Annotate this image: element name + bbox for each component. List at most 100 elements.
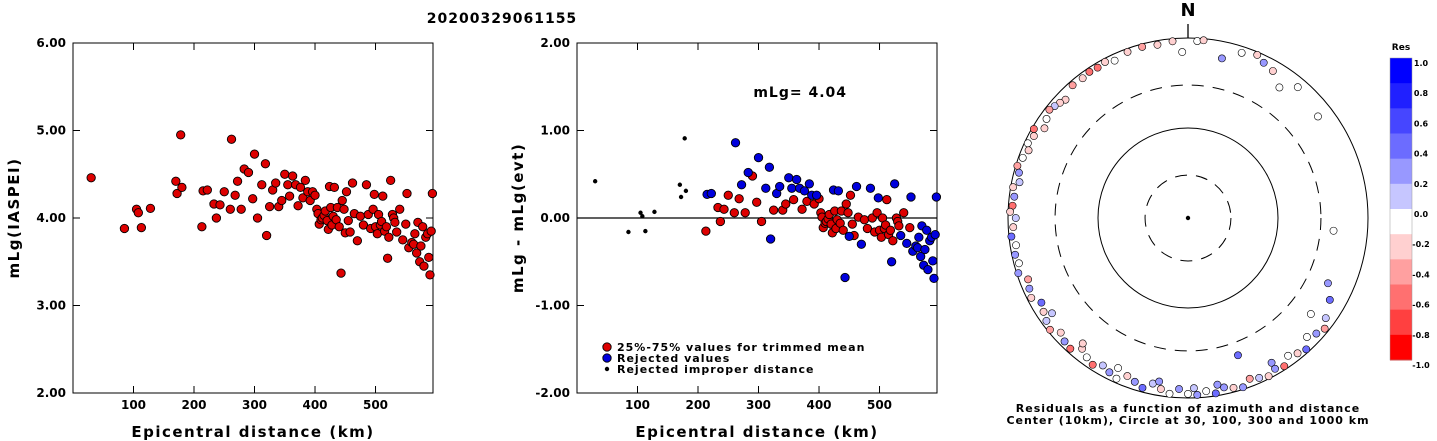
residual-point: [1010, 192, 1019, 201]
x-tick-label: 400: [806, 398, 831, 412]
data-point: [264, 201, 275, 212]
data-point: [752, 197, 762, 207]
data-point: [740, 208, 750, 218]
data-point: [847, 219, 857, 229]
residual-point: [1237, 48, 1246, 57]
data-point: [931, 192, 942, 202]
residual-point: [1025, 284, 1034, 293]
residual-point: [1199, 36, 1208, 45]
residual-point: [1078, 339, 1087, 348]
colorbar-cell: [1390, 234, 1412, 260]
colorbar-tick-label: 0.6: [1414, 119, 1429, 128]
residual-point: [1178, 48, 1187, 56]
data-point: [797, 204, 807, 214]
residual-point: [1130, 377, 1139, 386]
residual-point: [1268, 67, 1277, 75]
data-point: [382, 253, 393, 263]
data-point: [215, 200, 225, 210]
colorbar-cell: [1390, 58, 1412, 84]
colorbar-cell: [1390, 83, 1412, 109]
residual-point: [1123, 372, 1132, 380]
data-point: [419, 261, 429, 271]
x-tick-label: 300: [242, 398, 267, 412]
residual-point: [1023, 139, 1032, 148]
data-point: [677, 182, 683, 187]
data-point: [683, 188, 689, 194]
data-point: [899, 208, 909, 218]
data-point: [811, 190, 822, 200]
mean-magnitude-annotation: mLg= 4.04: [753, 85, 847, 101]
residual-point: [1184, 389, 1192, 398]
data-point: [922, 225, 932, 235]
y-axis-label: mLg - mLg(evt): [509, 143, 527, 293]
y-tick-label: -1.00: [535, 299, 570, 313]
polar-caption-line1: Residuals as a function of azimuth and d…: [1016, 402, 1360, 415]
data-point: [804, 179, 814, 189]
center-dot: [1185, 215, 1191, 221]
residual-point: [1066, 344, 1075, 353]
residual-point: [1314, 112, 1322, 121]
residual-point: [1006, 207, 1015, 216]
residual-point: [1312, 329, 1321, 338]
magnitude-vs-distance-chart: 2.00 3.00 4.00 5.00 6.00 100 200 300 400 500 Epice…: [5, 36, 438, 441]
data-point: [682, 136, 687, 141]
data-point: [652, 209, 657, 215]
y-tick-label: 3.00: [36, 299, 66, 313]
residual-point: [1027, 293, 1036, 302]
data-point: [706, 188, 716, 199]
residual-vs-distance-chart: -2.00 -1.00 0.00 1.00 2.00 100 200 300 400 500 Epi…: [509, 36, 942, 441]
data-point: [385, 175, 396, 186]
data-point: [280, 169, 290, 179]
data-point: [902, 238, 912, 249]
residual-point: [1110, 56, 1119, 65]
data-point: [295, 182, 306, 193]
data-point: [914, 232, 924, 242]
residual-point: [1039, 307, 1048, 316]
residual-point: [1271, 364, 1279, 373]
data-point: [260, 159, 271, 169]
data-point: [734, 194, 744, 204]
x-tick-label: 500: [363, 398, 388, 412]
data-point: [906, 192, 916, 202]
data-point: [719, 204, 729, 214]
data-point: [287, 171, 298, 181]
residual-point: [1255, 373, 1264, 382]
data-point: [401, 219, 411, 229]
y-tick-label: 2.00: [36, 386, 66, 400]
x-tick-label: 500: [867, 398, 892, 412]
residual-point: [1293, 349, 1302, 358]
residual-point: [1259, 58, 1268, 67]
residual-point: [1105, 368, 1114, 377]
residual-point: [1009, 183, 1018, 192]
data-point: [343, 215, 353, 226]
data-point: [284, 191, 295, 201]
residual-point: [1264, 372, 1273, 381]
data-point: [888, 236, 898, 246]
x-axis-label: Epicentral distance (km): [131, 423, 374, 441]
data-point: [843, 208, 853, 218]
data-point: [230, 190, 240, 200]
distance-ring: [1097, 127, 1279, 309]
data-point: [277, 195, 287, 206]
data-point: [791, 174, 802, 185]
data-point: [715, 216, 726, 227]
residual-point: [1093, 63, 1102, 72]
data-point: [133, 208, 143, 218]
data-point: [197, 222, 207, 232]
data-point: [844, 231, 854, 242]
data-point: [730, 138, 741, 148]
data-point: [345, 227, 355, 237]
data-point: [283, 180, 293, 190]
residual-point: [1267, 358, 1276, 367]
data-point: [896, 230, 906, 241]
data-point: [177, 182, 187, 193]
data-point: [339, 204, 349, 214]
data-point: [310, 190, 320, 200]
data-point: [172, 188, 182, 199]
residual-point: [1234, 351, 1242, 360]
x-tick-label: 300: [746, 398, 771, 412]
legend-label: 25%-75% values for trimmed mean: [617, 341, 865, 354]
data-point: [859, 215, 870, 225]
residual-point: [1275, 83, 1284, 92]
